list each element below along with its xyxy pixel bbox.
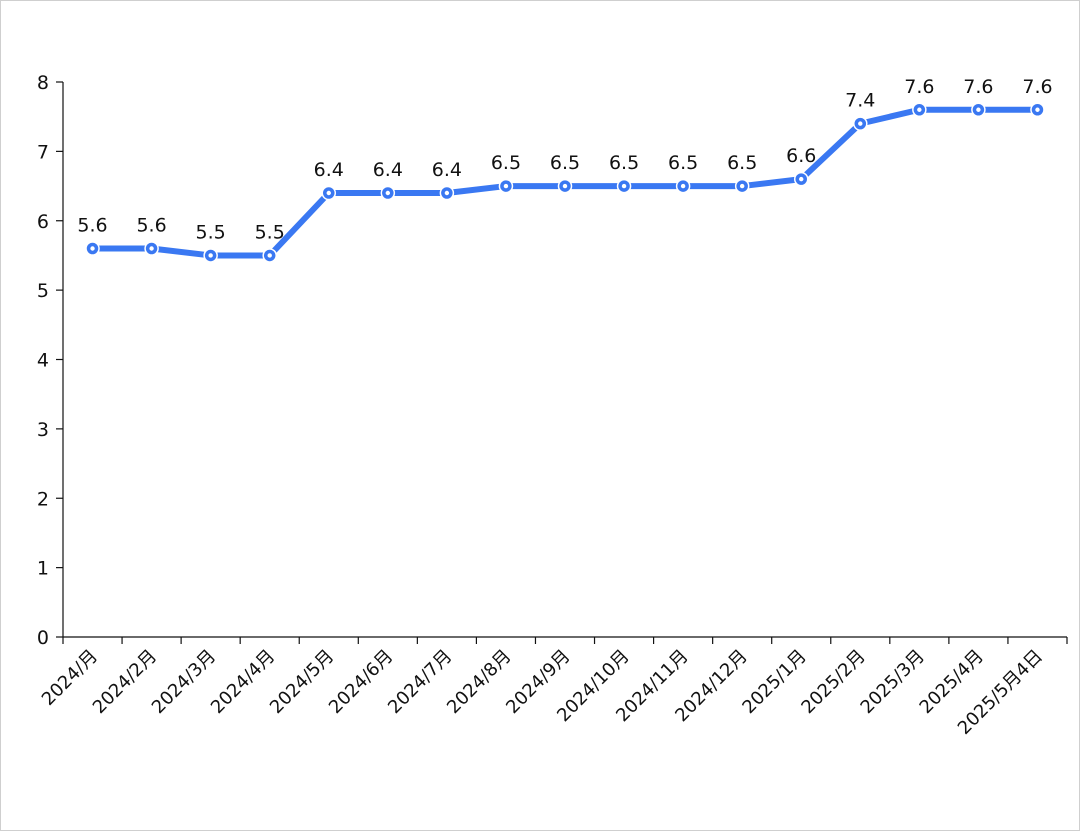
data-label: 6.5	[727, 152, 757, 174]
data-point-center	[739, 183, 745, 189]
data-point-center	[680, 183, 686, 189]
y-tick-label: 3	[37, 419, 49, 441]
data-label: 7.6	[1022, 76, 1052, 98]
y-axis: 0 1 2 3 4 5 6 7 8	[37, 72, 64, 649]
y-tick-label: 6	[37, 211, 49, 233]
x-tick-label: 2025/3月	[857, 646, 929, 718]
data-label: 5.6	[136, 215, 166, 237]
x-tick-label: 2025/2月	[797, 646, 869, 718]
y-tick-label: 4	[37, 350, 49, 372]
x-tick-label: 2024/2月	[89, 646, 161, 718]
x-tick-label: 2024/4月	[207, 646, 279, 718]
data-label: 7.6	[963, 76, 993, 98]
data-label: 6.5	[550, 152, 580, 174]
data-point-center	[444, 190, 450, 196]
x-tick-label: 2024/5月	[266, 646, 338, 718]
data-label: 6.6	[786, 145, 816, 167]
data-point-center	[149, 246, 154, 251]
data-point-center	[858, 121, 863, 126]
data-label: 6.4	[314, 159, 344, 181]
y-tick-label: 5	[37, 280, 49, 302]
data-label: 7.4	[845, 90, 875, 112]
data-point-center	[267, 253, 272, 258]
data-point-center	[503, 183, 509, 189]
data-point-center	[562, 183, 568, 189]
data-point-center	[976, 107, 981, 112]
y-tick-label: 8	[37, 72, 49, 94]
x-axis: 2024/月2024/2月2024/3月2024/4月2024/5月2024/6…	[38, 636, 1068, 739]
x-tick-label: 2024/7月	[384, 646, 456, 718]
y-tick-label: 1	[37, 558, 49, 580]
data-labels: 5.6 5.6 5.5 5.5 6.4 6.4 6.4 6.5 6.5 6.5 6.5 6.5 6.6 7…	[77, 76, 1052, 244]
data-label: 6.4	[432, 159, 462, 181]
data-point-center	[799, 176, 804, 182]
data-label: 6.5	[609, 152, 639, 174]
data-label: 5.5	[255, 221, 285, 243]
data-point-center	[621, 183, 627, 189]
data-label: 6.5	[491, 152, 521, 174]
data-point-center	[385, 190, 391, 196]
data-point-center	[917, 107, 922, 112]
y-tick-label: 7	[37, 141, 49, 163]
data-label: 6.5	[668, 152, 698, 174]
data-label: 5.5	[196, 221, 226, 243]
data-label: 7.6	[904, 76, 934, 98]
data-point-center	[90, 246, 95, 251]
series-group	[85, 102, 1045, 263]
x-tick-label: 2024/6月	[325, 646, 397, 718]
x-tick-label: 2024/3月	[148, 646, 220, 718]
data-label: 5.6	[77, 215, 107, 237]
data-point-center	[208, 253, 213, 258]
y-tick-label: 0	[37, 627, 49, 649]
y-tick-label: 2	[37, 488, 49, 510]
x-tick-label: 2025/1月	[738, 646, 810, 718]
data-point-center	[1035, 107, 1040, 112]
x-tick-label: 2024/8月	[443, 646, 515, 718]
data-point-center	[326, 190, 331, 196]
data-label: 6.4	[373, 159, 403, 181]
